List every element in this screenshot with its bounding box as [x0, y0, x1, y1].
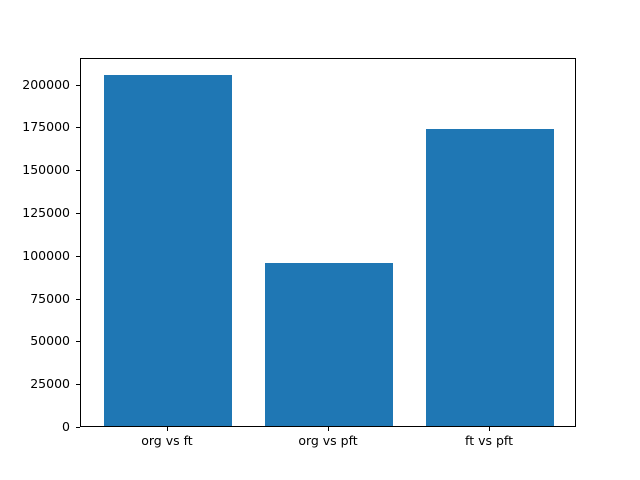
y-tick-mark	[76, 298, 80, 300]
plot-area	[80, 58, 576, 427]
x-tick-label-org-vs-ft: org vs ft	[141, 433, 193, 448]
y-tick-mark	[76, 170, 80, 172]
x-tick-mark	[328, 427, 329, 431]
y-tick-label: 125000	[22, 204, 70, 220]
bar-org-vs-pft	[264, 263, 394, 426]
y-tick-label: 75000	[30, 290, 70, 306]
y-tick-label: 0	[62, 419, 70, 434]
y-tick-label: 50000	[30, 333, 70, 349]
bar-org-vs-ft	[103, 74, 233, 426]
x-tick-mark	[166, 427, 168, 431]
x-tick-label-org-vs-pft: org vs pft	[298, 433, 358, 448]
y-tick-mark	[76, 427, 80, 428]
y-tick-mark	[76, 84, 80, 86]
bar-ft-vs-pft	[425, 128, 555, 426]
y-tick-mark	[76, 341, 80, 343]
y-tick-mark	[76, 384, 80, 386]
y-tick-mark	[76, 127, 80, 129]
y-tick-mark	[76, 212, 80, 214]
y-tick-label: 175000	[22, 119, 70, 135]
y-tick-label: 100000	[22, 247, 70, 263]
y-tick-label: 150000	[22, 162, 70, 178]
y-tick-mark	[76, 255, 80, 257]
y-tick-label: 200000	[22, 76, 70, 92]
y-tick-label: 25000	[30, 376, 70, 392]
x-tick-label-ft-vs-pft: ft vs pft	[465, 433, 514, 448]
x-tick-mark	[489, 427, 491, 431]
